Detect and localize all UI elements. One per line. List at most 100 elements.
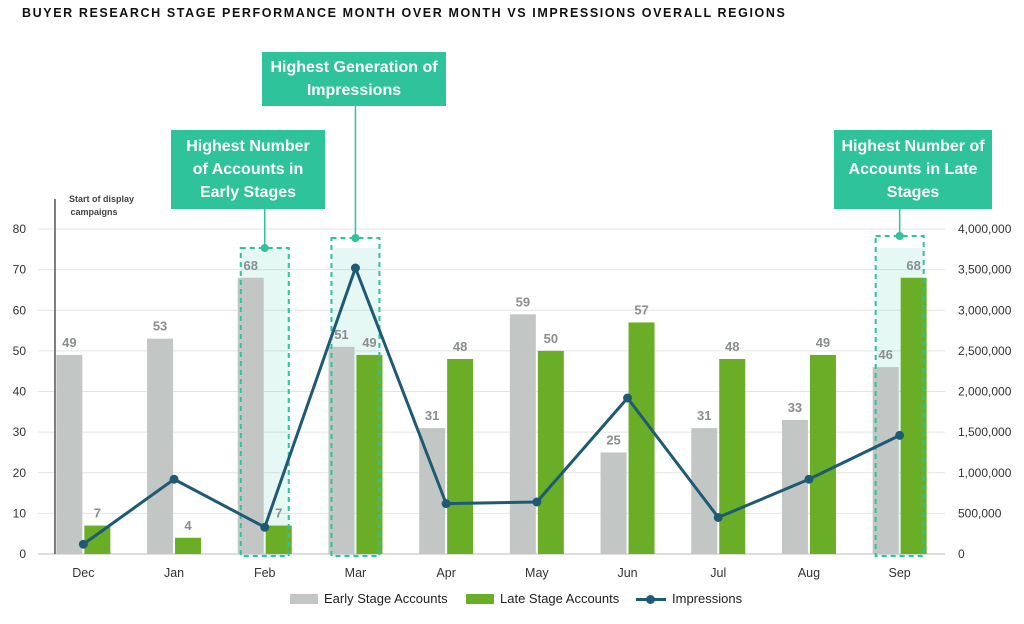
y-tick-label: 0 <box>19 547 26 561</box>
y2-tick-label: 500,000 <box>958 506 1002 520</box>
impressions-point <box>441 499 451 509</box>
data-label-early: 59 <box>516 294 530 309</box>
x-tick-label: May <box>525 566 549 580</box>
impressions-point <box>260 522 270 532</box>
x-tick-label: Feb <box>254 566 276 580</box>
legend-label-impressions: Impressions <box>672 591 743 606</box>
y-tick-label: 50 <box>13 344 27 358</box>
bar-early-stage <box>781 419 808 554</box>
bar-early-stage <box>328 346 355 554</box>
impressions-point <box>804 474 814 484</box>
x-tick-label: Jun <box>617 566 637 580</box>
legend-swatch-early <box>290 593 318 604</box>
data-label-late: 7 <box>94 506 101 521</box>
legend-late-stage: Late Stage Accounts <box>466 591 619 606</box>
data-label-early: 46 <box>878 347 892 362</box>
data-label-early: 31 <box>425 408 439 423</box>
impressions-point <box>350 263 360 273</box>
y-tick-label: 30 <box>13 425 27 439</box>
bar-early-stage <box>56 354 83 554</box>
bar-late-stage <box>809 354 836 554</box>
x-tick-label: Aug <box>798 566 820 580</box>
x-tick-label: Jan <box>164 566 184 580</box>
bar-early-stage <box>600 452 627 554</box>
bar-late-stage <box>719 359 746 554</box>
y2-tick-label: 2,000,000 <box>958 385 1012 399</box>
highlight-borders <box>239 235 925 557</box>
callout-highest-impressions: Highest Generation of Impressions <box>262 52 446 106</box>
highlight-box-sep <box>874 235 925 557</box>
data-label-late: 48 <box>453 339 467 354</box>
data-label-early: 49 <box>62 335 76 350</box>
data-label-early: 33 <box>788 400 802 415</box>
y2-tick-label: 2,500,000 <box>958 344 1012 358</box>
data-label-early: 25 <box>606 432 620 447</box>
data-label-early: 68 <box>244 258 258 273</box>
bar-early-stage <box>691 428 718 554</box>
bar-early-stage <box>509 314 536 554</box>
legend-label-late: Late Stage Accounts <box>500 591 620 606</box>
axes: 0 10 20 30 40 50 60 70 80 0 500,000 1,000,000 1,500,… <box>13 194 1012 580</box>
data-label-late: 57 <box>634 302 648 317</box>
y-tick-label: 70 <box>13 263 27 277</box>
impressions-polyline <box>82 266 901 546</box>
x-tick-label: Apr <box>436 566 455 580</box>
impressions-point <box>78 539 88 549</box>
y-tick-label: 40 <box>13 385 27 399</box>
data-label-late: 48 <box>725 339 739 354</box>
y2-tick-label: 1,500,000 <box>958 425 1012 439</box>
callout-highest-early-stages: Highest Number of Accounts in Early Stag… <box>171 130 325 209</box>
data-label-late: 49 <box>362 335 376 350</box>
impressions-point <box>623 393 633 403</box>
data-label-late: 49 <box>816 335 830 350</box>
bars <box>56 277 927 554</box>
data-labels: 49 7 53 4 68 7 51 49 31 48 59 50 25 57 31 48 33 49 46 68 <box>62 258 921 533</box>
data-label-late: 4 <box>184 518 192 533</box>
legend-label-early: Early Stage Accounts <box>324 591 448 606</box>
impressions-point <box>713 512 723 522</box>
legend-swatch-impressions <box>636 594 666 604</box>
legend-swatch-late <box>466 593 494 604</box>
y2-tick-label: 1,000,000 <box>958 466 1012 480</box>
data-label-late: 50 <box>544 331 558 346</box>
callout-connectors <box>260 106 904 252</box>
y-tick-label: 80 <box>13 222 27 236</box>
data-label-early: 53 <box>153 319 167 334</box>
legend-impressions: Impressions <box>636 591 742 606</box>
bar-late-stage <box>900 277 927 554</box>
impressions-point <box>532 497 542 507</box>
callout-connector-dot <box>895 232 904 240</box>
x-tick-label: Dec <box>72 566 94 580</box>
callout-connector-dot <box>351 234 360 242</box>
impressions-point <box>895 430 905 440</box>
highlight-box-feb <box>239 247 290 557</box>
bar-late-stage <box>265 525 292 554</box>
y-tick-label: 10 <box>13 506 27 520</box>
y2-tick-label: 0 <box>958 547 965 561</box>
callout-highest-late-stages: Highest Number of Accounts in Late Stage… <box>834 130 992 209</box>
x-tick-label: Mar <box>345 566 367 580</box>
callout-connector-dot <box>260 244 269 252</box>
campaign-start-annotation-line2: campaigns <box>70 207 117 217</box>
y2-tick-label: 3,000,000 <box>958 303 1012 317</box>
bar-late-stage <box>628 322 655 554</box>
y2-tick-label: 3,500,000 <box>958 263 1012 277</box>
bar-early-stage <box>147 338 174 554</box>
data-label-early: 51 <box>334 327 348 342</box>
data-label-late: 68 <box>906 258 920 273</box>
impressions-point <box>169 474 179 484</box>
data-label-early: 31 <box>697 408 711 423</box>
impressions-line <box>78 263 905 549</box>
y-tick-label: 20 <box>13 466 27 480</box>
gridlines <box>38 228 945 555</box>
campaign-start-annotation: Start of display <box>69 194 134 204</box>
bar-late-stage <box>447 359 474 554</box>
x-tick-label: Sep <box>889 566 911 580</box>
bar-early-stage <box>872 367 899 554</box>
bar-late-stage <box>537 350 564 554</box>
y2-tick-label: 4,000,000 <box>958 222 1012 236</box>
bar-early-stage <box>237 277 264 554</box>
y-tick-label: 60 <box>13 303 27 317</box>
